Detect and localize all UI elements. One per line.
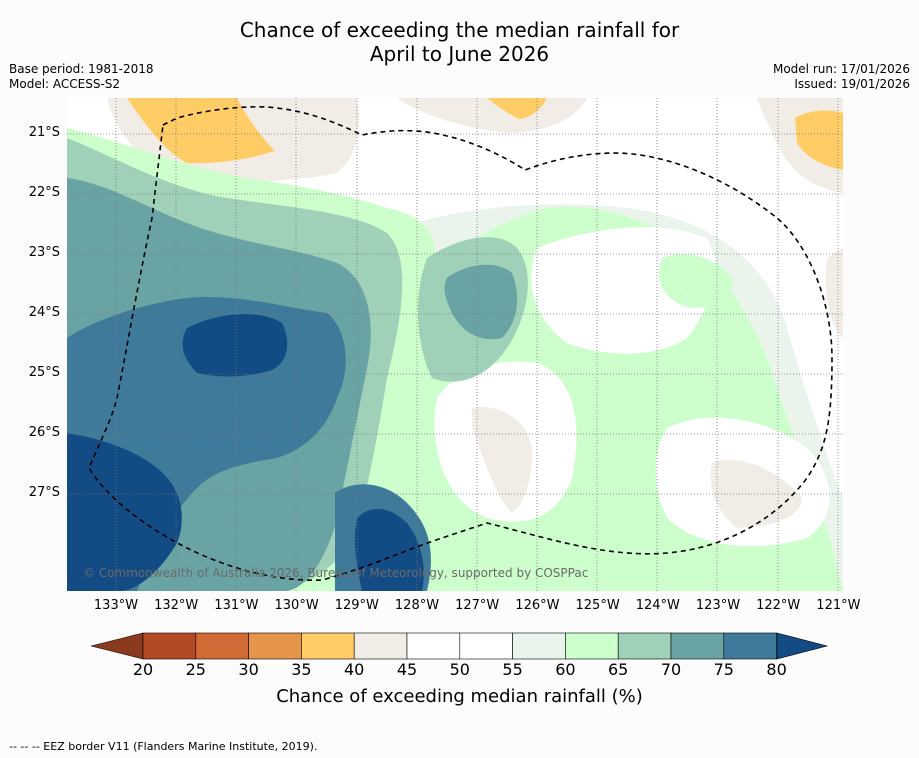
longitude-label: 128°W: [394, 598, 440, 613]
colorbar-tick: 70: [660, 660, 682, 679]
colorbar-tick: 65: [608, 660, 629, 679]
copyright-note: © Commonwealth of Australia 2026, Bureau…: [83, 566, 588, 580]
colorbar-tick: 50: [449, 660, 470, 679]
field-west-above80: [182, 313, 288, 377]
colorbar-cell-55-60: [512, 632, 566, 660]
colorbar-cells: [142, 632, 777, 660]
colorbar-cell-70-75: [670, 632, 725, 660]
colorbar-tick: 25: [185, 660, 206, 679]
field-40-45-east-edge: [825, 248, 843, 338]
colorbar-cell-50-55: [459, 632, 513, 660]
field-35-40-northmid: [487, 98, 547, 119]
field-s-above80: [354, 508, 424, 591]
latitude-label: 24°S: [28, 305, 60, 320]
colorbar-cell-65-70: [617, 632, 672, 660]
longitude-label: 123°W: [695, 598, 741, 613]
model-name: Model: ACCESS-S2: [9, 77, 121, 91]
title-line-1: Chance of exceeding the median rainfall …: [239, 18, 680, 42]
longitude-label: 125°W: [575, 598, 620, 613]
latitude-label: 26°S: [28, 425, 60, 440]
title-line-2: April to June 2026: [369, 42, 550, 66]
colorbar-above-arrow: [776, 632, 829, 660]
colorbar-tick: 30: [238, 660, 259, 679]
colorbar-cell-20-25: [142, 632, 197, 660]
eez-legend: -- -- -- EEZ border V11 (Flanders Marine…: [9, 740, 318, 753]
field-green-spot: [658, 254, 733, 308]
field-40-45-south: [472, 407, 533, 513]
latitude-label: 21°S: [28, 125, 60, 140]
colorbar-cell-45-50: [406, 632, 461, 660]
colorbar-cell-35-40: [301, 632, 355, 660]
issued-date: Issued: 19/01/2026: [794, 77, 910, 91]
latitude-label: 25°S: [28, 365, 60, 380]
longitude-label: 129°W: [334, 598, 379, 613]
colorbar-tick: 40: [344, 660, 365, 679]
longitude-label: 127°W: [455, 598, 500, 613]
field-mid-70-75: [444, 264, 518, 340]
colorbar-tick: 45: [396, 660, 418, 679]
longitude-label: 122°W: [756, 598, 801, 613]
colorbar-cell-25-30: [195, 632, 249, 660]
colorbar-tick: 60: [555, 660, 576, 679]
colorbar: [91, 632, 829, 660]
field-40-45-east: [710, 459, 802, 528]
colorbar-tick: 35: [291, 660, 312, 679]
colorbar-tick: 80: [766, 660, 787, 679]
map-canvas: © Commonwealth of Australia 2026, Bureau…: [67, 98, 843, 591]
field-35-40-northeast: [795, 110, 843, 170]
longitude-label: 126°W: [515, 598, 560, 613]
chart-title: Chance of exceeding the median rainfall …: [0, 18, 919, 66]
longitude-label: 121°W: [816, 598, 861, 613]
colorbar-below-arrow: [91, 632, 144, 660]
field-35-40-north: [127, 98, 275, 164]
grid-latitude-lines: [67, 133, 843, 495]
colorbar-cell-75-80: [723, 632, 777, 660]
colorbar-title: Chance of exceeding median rainfall (%): [276, 686, 643, 707]
longitude-label: 133°W: [93, 598, 139, 613]
longitude-label: 130°W: [274, 598, 319, 613]
grid-longitude-lines: [115, 98, 839, 591]
colorbar-tick: 55: [502, 660, 523, 679]
colorbar-cell-30-35: [248, 632, 302, 660]
meta-left: Base period: 1981-2018 Model: ACCESS-S2: [9, 62, 154, 92]
longitude-label: 131°W: [214, 598, 259, 613]
colorbar-cell-40-45: [353, 632, 408, 660]
latitude-label: 23°S: [28, 245, 60, 260]
longitude-label: 124°W: [635, 598, 680, 613]
longitude-label: 132°W: [154, 598, 199, 613]
model-run: Model run: 17/01/2026: [772, 62, 910, 76]
eez-border: [88, 106, 833, 581]
colorbar-tick: 75: [713, 660, 734, 679]
meta-right: Model run: 17/01/2026 Issued: 19/01/2026: [773, 62, 910, 92]
base-period: Base period: 1981-2018: [9, 62, 154, 76]
colorbar-tick: 20: [132, 660, 154, 679]
colorbar-cell-60-65: [565, 632, 619, 660]
latitude-label: 22°S: [28, 185, 60, 200]
rainfall-map: © Commonwealth of Australia 2026, Bureau…: [67, 98, 843, 591]
latitude-label: 27°S: [28, 485, 60, 500]
field-sw-above80: [67, 433, 182, 591]
